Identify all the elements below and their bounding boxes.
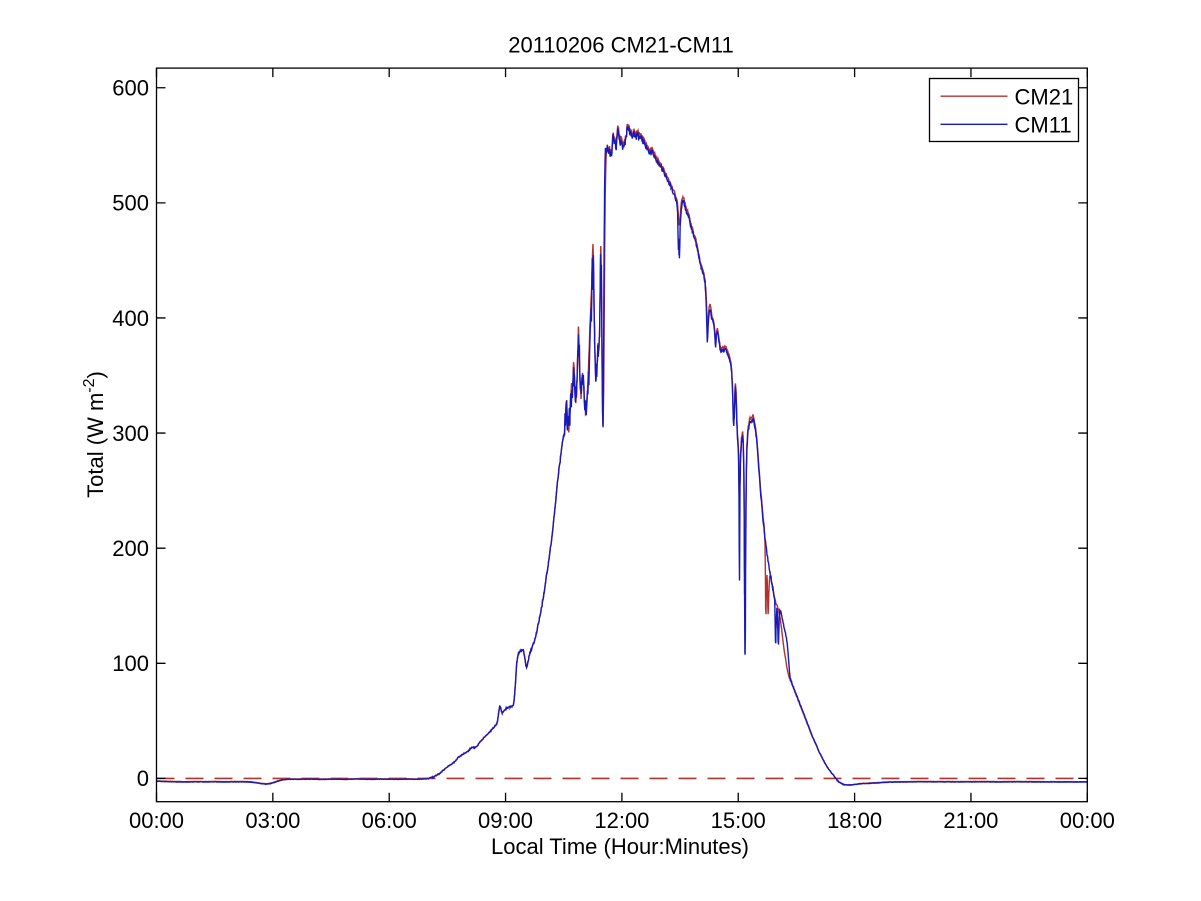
svg-text:400: 400	[112, 306, 149, 331]
svg-text:Local Time (Hour:Minutes): Local Time (Hour:Minutes)	[491, 834, 749, 859]
svg-text:18:00: 18:00	[827, 808, 882, 833]
svg-text:06:00: 06:00	[362, 808, 417, 833]
svg-text:00:00: 00:00	[1060, 808, 1115, 833]
svg-text:200: 200	[112, 536, 149, 561]
svg-text:09:00: 09:00	[478, 808, 533, 833]
svg-text:0: 0	[137, 766, 149, 791]
svg-text:00:00: 00:00	[129, 808, 184, 833]
svg-text:CM11: CM11	[1015, 112, 1072, 137]
svg-text:20110206 CM21-CM11: 20110206 CM21-CM11	[508, 33, 733, 58]
svg-text:500: 500	[112, 191, 149, 216]
svg-text:21:00: 21:00	[943, 808, 998, 833]
svg-text:300: 300	[112, 421, 149, 446]
svg-text:100: 100	[112, 651, 149, 676]
svg-text:15:00: 15:00	[711, 808, 766, 833]
svg-text:03:00: 03:00	[245, 808, 300, 833]
svg-text:CM21: CM21	[1015, 84, 1074, 109]
svg-text:600: 600	[112, 76, 149, 101]
svg-text:12:00: 12:00	[594, 808, 649, 833]
